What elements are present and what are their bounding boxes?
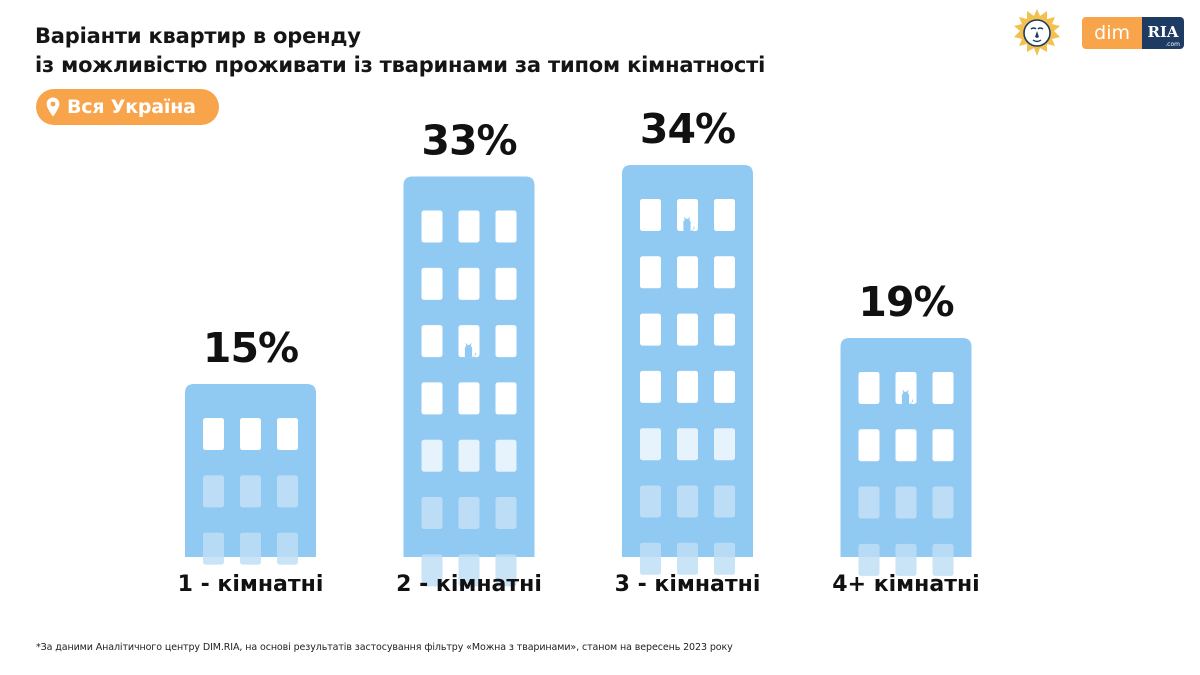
building-window [495,497,517,530]
building-window [203,418,224,451]
building-window [421,325,443,358]
chart-title: Варіанти квартир в оренду із можливістю … [35,22,765,80]
building-window [858,543,880,576]
bar-building [185,384,316,557]
building-window [495,325,517,358]
bar-value-label: 34% [640,105,735,153]
building-window [640,256,661,289]
cat-silhouette-icon [464,342,476,358]
building-window [858,429,880,462]
building-window [932,543,954,576]
building-window [714,199,735,231]
building-window [858,371,880,404]
building-window [714,256,735,289]
building-window [640,199,661,231]
building-window [421,210,443,243]
building-window [640,542,661,575]
category-label: 3 - кімнатні [615,572,761,597]
ria-logo-suffix: .com [1165,41,1180,48]
building-window [677,542,698,575]
building-window [277,475,298,508]
dim-logo-text: dim [1082,17,1142,49]
building-window [495,439,517,472]
building-window [714,485,735,518]
cat-silhouette-icon [901,389,913,404]
building-window [495,210,517,243]
building-window [677,485,698,518]
building-window [677,199,698,231]
building-window [640,428,661,461]
category-label: 1 - кімнатні [178,572,324,597]
building-window [932,429,954,462]
building-window [421,382,443,415]
building-window [458,439,480,472]
building-window [677,428,698,461]
building-window [203,475,224,508]
brand-logos: dim RIA .com [1012,8,1184,58]
building-window [932,371,954,404]
chart-title-line-2: із можливістю проживати із тваринами за … [35,53,766,77]
building-window [895,371,917,404]
bar-value-label: 19% [858,278,953,326]
building-window [495,382,517,415]
building-window [203,532,224,565]
building-window [714,428,735,461]
building-window [277,532,298,565]
building-window [714,370,735,403]
building-window [640,485,661,518]
building-window [895,429,917,462]
category-label: 4+ кімнатні [832,572,979,597]
building-window [458,497,480,530]
building-window [458,325,480,358]
ria-logo-text: RIA [1147,23,1179,41]
building-window [240,418,261,451]
building-window [640,313,661,346]
building-window [495,267,517,300]
building-window [677,256,698,289]
building-window [458,210,480,243]
building-window [421,497,443,530]
dim-ria-logo: dim RIA .com [1082,17,1184,49]
building-window [895,486,917,519]
building-window [277,418,298,451]
region-badge: Вся Україна [36,89,219,125]
building-window [640,370,661,403]
bar-value-label: 33% [421,117,516,165]
region-badge-label: Вся Україна [67,96,196,118]
building-window [421,554,443,587]
cat-silhouette-icon [683,216,695,231]
footnote: *За даними Аналітичного центру DIM.RIA, … [36,642,733,653]
building-window [677,313,698,346]
building-window [421,439,443,472]
location-pin-icon [46,97,60,117]
building-window [240,532,261,565]
category-label: 2 - кімнатні [396,572,542,597]
building-window [858,486,880,519]
lion-emblem-icon [1014,9,1061,56]
bar-value-label: 15% [203,324,298,372]
building-window [421,267,443,300]
building-window [458,267,480,300]
building-window [932,486,954,519]
building-window [458,382,480,415]
ria-logo-block: RIA .com [1142,17,1184,49]
building-window [677,370,698,403]
building-window [240,475,261,508]
building-window [714,542,735,575]
chart-title-line-1: Варіанти квартир в оренду [35,24,361,48]
building-window [895,543,917,576]
building-window [714,313,735,346]
building-window [458,554,480,587]
building-window [495,554,517,587]
